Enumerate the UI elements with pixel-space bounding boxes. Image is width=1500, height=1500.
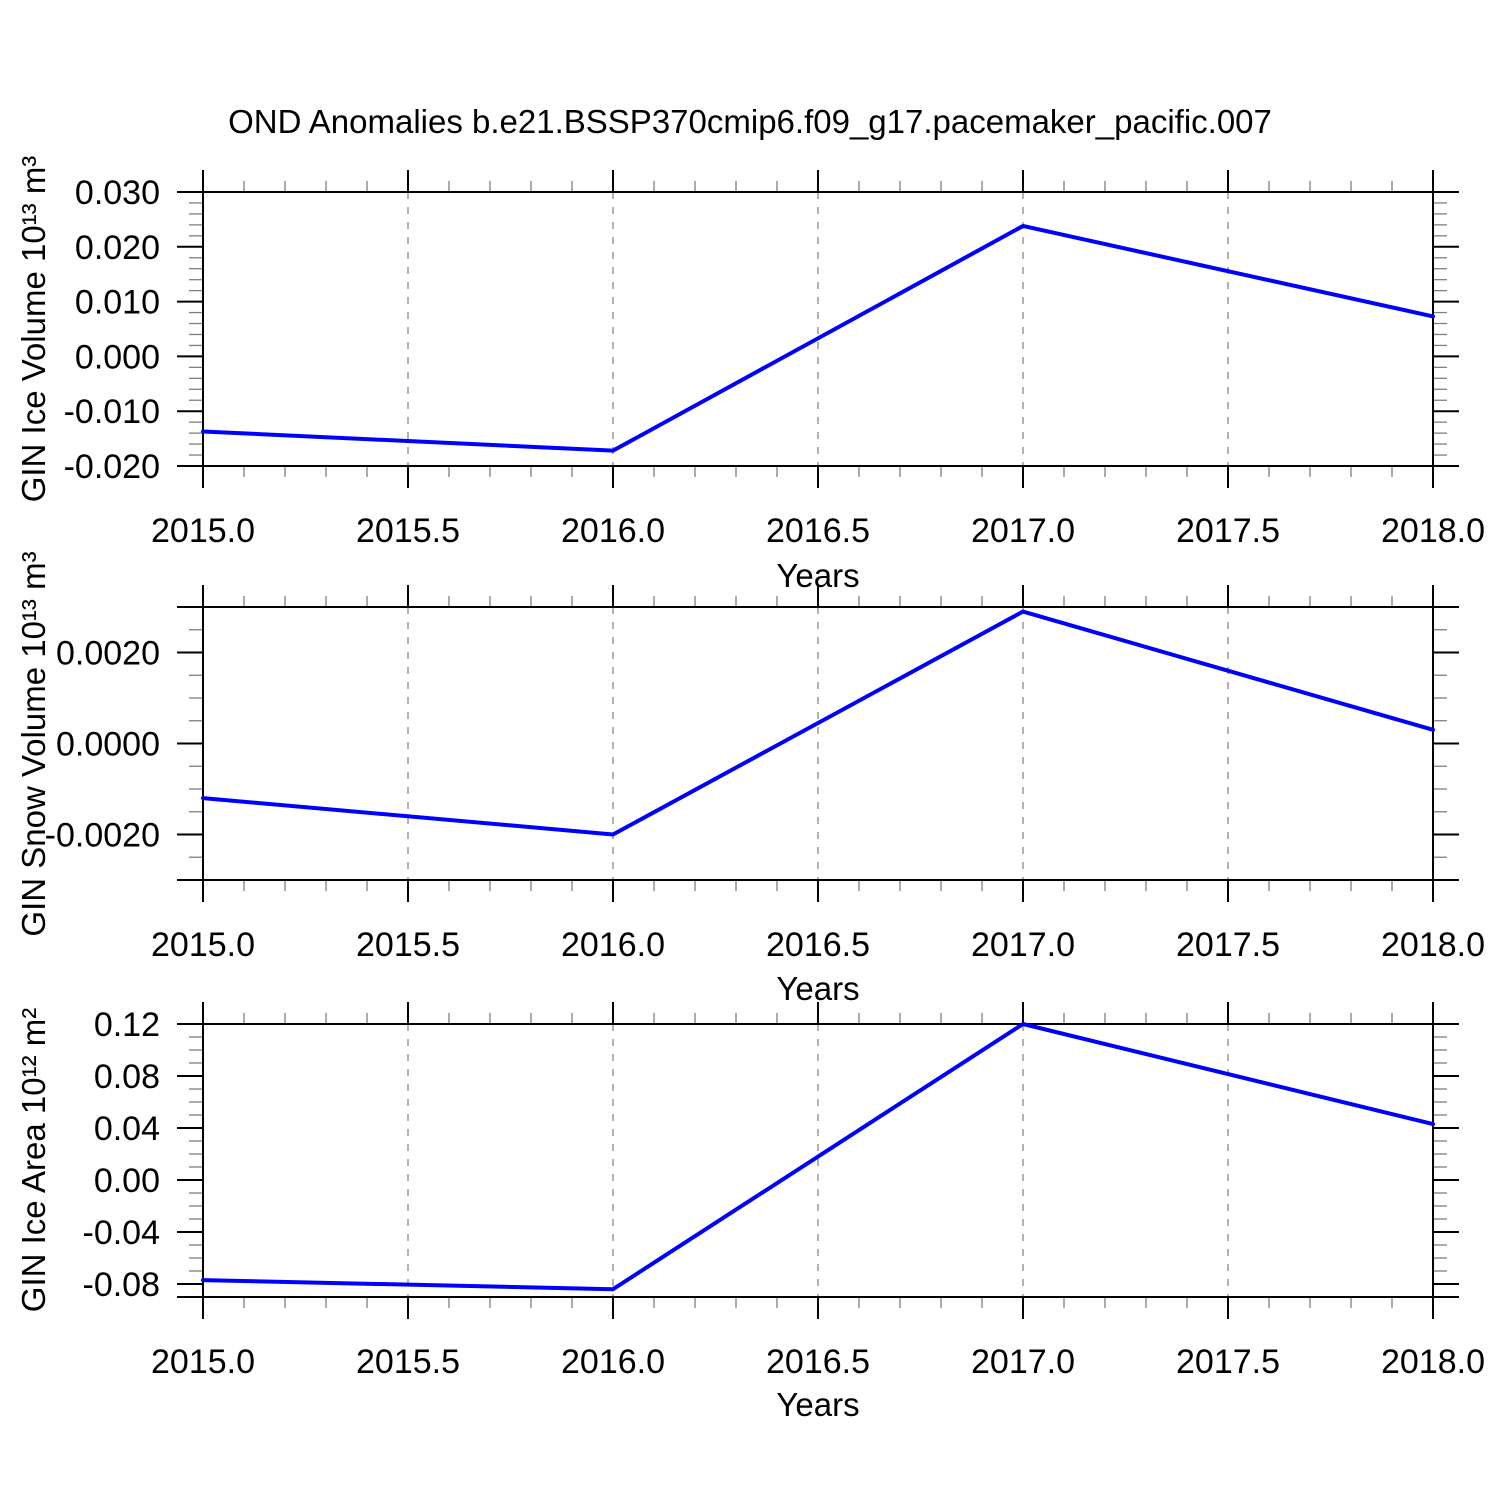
panel-1-gridlines: [407, 192, 1229, 466]
y-tick-label: 0.0000: [56, 726, 160, 764]
x-tick-label: 2017.5: [1176, 926, 1280, 964]
x-tick-label: 2017.5: [1176, 1343, 1280, 1381]
x-tick-label: 2016.0: [561, 1343, 665, 1381]
panel-3-data-line: [201, 1022, 1435, 1292]
panel-1-x-ticks: 2015.0 2015.5 2016.0 2016.5 2017.0 2017.5 2018…: [151, 170, 1485, 550]
x-tick-label: 2016.0: [561, 512, 665, 550]
panel-2-x-axis-title: Years: [776, 970, 860, 1007]
x-tick-label: 2015.5: [356, 512, 460, 550]
y-tick-label: 0.010: [75, 284, 160, 322]
panel-1-data-line: [201, 223, 1435, 453]
y-tick-label: 0.08: [94, 1058, 160, 1096]
panel-1: 2015.0 2015.5 2016.0 2016.5 2017.0 2017.5 2018…: [64, 170, 1485, 550]
y-tick-label: 0.0020: [56, 635, 160, 673]
x-tick-label: 2018.0: [1381, 512, 1485, 550]
x-tick-label: 2017.0: [971, 926, 1075, 964]
x-tick-label: 2015.0: [151, 926, 255, 964]
y-tick-label: -0.0020: [45, 817, 160, 855]
panel-2-x-ticks: 2015.0 2015.5 2016.0 2016.5 2017.0 2017.5 2018…: [151, 585, 1485, 964]
y-tick-label: 0.04: [94, 1110, 160, 1148]
y-tick-label: 0.020: [75, 229, 160, 267]
x-tick-label: 2015.5: [356, 1343, 460, 1381]
panel-2-gridlines: [407, 607, 1229, 880]
y-tick-label: 0.00: [94, 1162, 160, 1200]
y-tick-label: 0.030: [75, 174, 160, 212]
x-tick-label: 2017.0: [971, 1343, 1075, 1381]
x-tick-label: 2016.5: [766, 926, 870, 964]
x-tick-label: 2017.5: [1176, 512, 1280, 550]
y-tick-label: 0.12: [94, 1006, 160, 1044]
panel-3-y-ticks: -0.08 -0.04 0.00 0.04 0.08 0.12: [83, 1006, 1459, 1304]
x-tick-label: 2018.0: [1381, 1343, 1485, 1381]
panel-2: 2015.0 2015.5 2016.0 2016.5 2017.0 2017.5 2018…: [45, 585, 1485, 964]
x-tick-label: 2016.5: [766, 1343, 870, 1381]
panel-3-x-axis-title: Years: [776, 1386, 860, 1423]
panel-1-frame: [202, 191, 1434, 467]
x-tick-label: 2017.0: [971, 512, 1075, 550]
y-tick-label: 0.000: [75, 338, 160, 376]
x-tick-label: 2016.0: [561, 926, 665, 964]
chart-title: OND Anomalies b.e21.BSSP370cmip6.f09_g17…: [228, 103, 1272, 140]
panel-2-frame: [202, 606, 1434, 881]
panel-2-data-line: [201, 609, 1435, 837]
panel-3-frame: [202, 1023, 1434, 1298]
x-tick-label: 2015.0: [151, 512, 255, 550]
panel-3-x-ticks: 2015.0 2015.5 2016.0 2016.5 2017.0 2017.5 2018…: [151, 1002, 1485, 1381]
y-tick-label: -0.010: [64, 393, 160, 431]
y-tick-label: -0.020: [64, 448, 160, 486]
x-tick-label: 2015.5: [356, 926, 460, 964]
panel-2-y-ticks: -0.0020 0.0000 0.0020: [45, 606, 1459, 881]
panel-1-y-ticks: -0.020 -0.010 0.000 0.010 0.020 0.030: [64, 174, 1459, 486]
x-tick-label: 2015.0: [151, 1343, 255, 1381]
y-tick-label: -0.04: [83, 1214, 161, 1252]
panel-3-gridlines: [407, 1024, 1229, 1297]
y-tick-label: -0.08: [83, 1266, 161, 1304]
x-tick-label: 2016.5: [766, 512, 870, 550]
panel-3: 2015.0 2015.5 2016.0 2016.5 2017.0 2017.5 2018…: [83, 1002, 1485, 1381]
x-tick-label: 2018.0: [1381, 926, 1485, 964]
